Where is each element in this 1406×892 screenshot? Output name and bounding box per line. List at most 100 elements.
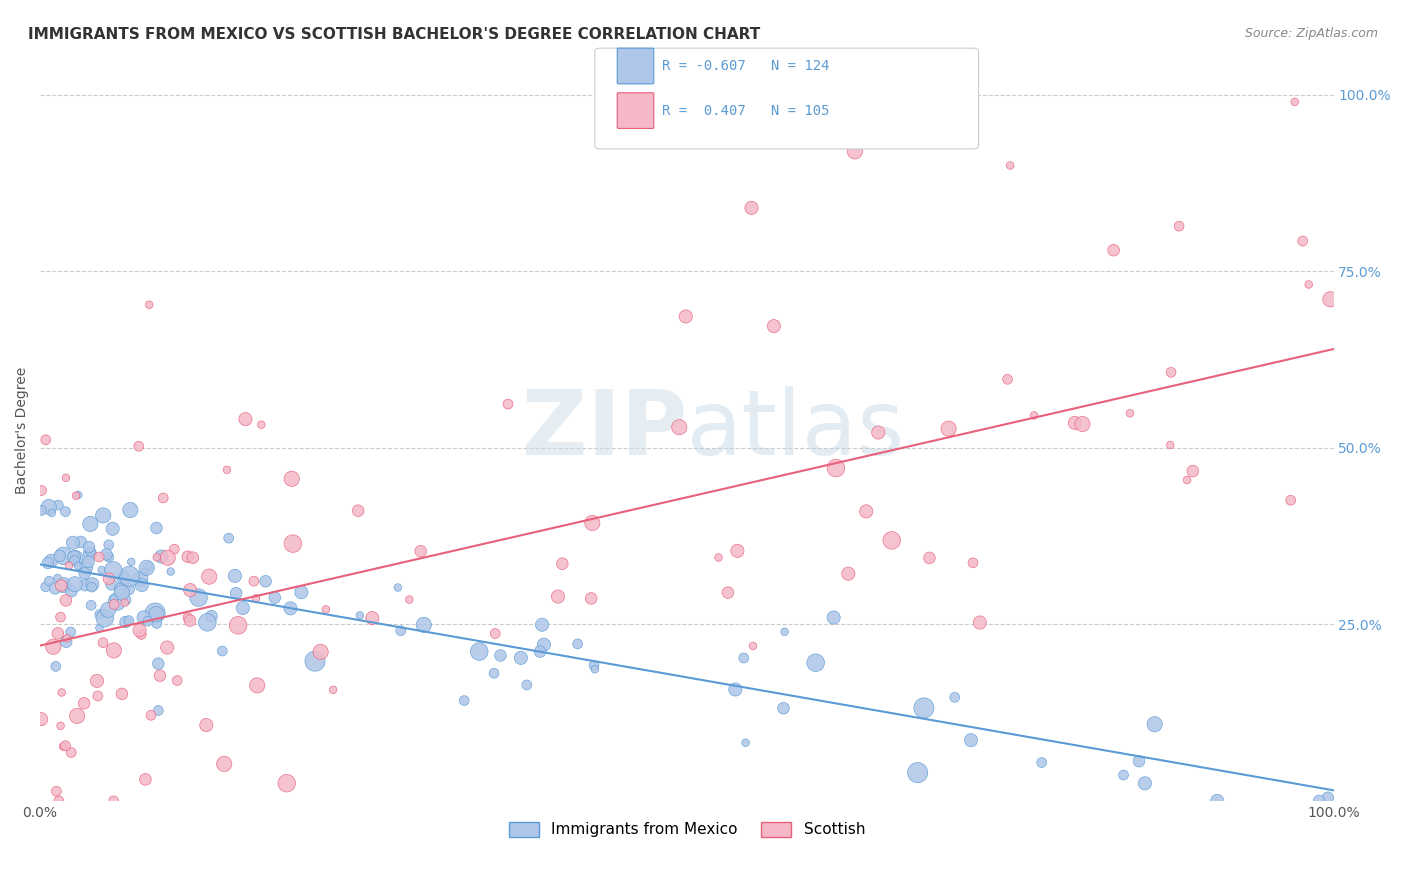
Point — [389, 624, 412, 638]
Point — [1284, 95, 1306, 109]
Point — [38, 500, 60, 514]
Point — [30, 712, 52, 726]
Point — [97, 538, 120, 552]
Text: ZIP: ZIP — [522, 386, 686, 475]
Point — [1119, 406, 1142, 420]
Text: R =  0.407   N = 105: R = 0.407 N = 105 — [662, 103, 830, 118]
Point — [49, 610, 72, 624]
Point — [1181, 464, 1204, 478]
Point — [65, 551, 87, 566]
Point — [63, 553, 86, 567]
Point — [740, 201, 762, 215]
Point — [91, 508, 114, 523]
Point — [276, 776, 298, 790]
Point — [67, 488, 90, 502]
Text: Source: ZipAtlas.com: Source: ZipAtlas.com — [1244, 27, 1378, 40]
Point — [118, 569, 141, 583]
Point — [55, 739, 77, 753]
Point — [75, 560, 97, 574]
Point — [211, 644, 233, 658]
Point — [962, 556, 984, 570]
Point — [482, 666, 505, 681]
Point — [148, 657, 170, 671]
Point — [1168, 219, 1191, 234]
Point — [56, 631, 79, 645]
Point — [772, 701, 794, 715]
Point — [1319, 293, 1341, 307]
Point — [38, 574, 60, 589]
Point — [45, 784, 67, 798]
Point — [67, 558, 90, 573]
Point — [103, 598, 125, 612]
Point — [163, 542, 186, 557]
Point — [177, 549, 200, 564]
Point — [114, 596, 136, 610]
Point — [361, 611, 384, 625]
Point — [131, 627, 153, 641]
Point — [96, 548, 118, 562]
Point — [63, 577, 86, 591]
Point — [35, 433, 58, 447]
Point — [146, 550, 169, 565]
Point — [46, 626, 69, 640]
Point — [198, 569, 221, 583]
Point — [129, 572, 152, 586]
Point — [73, 696, 96, 710]
Point — [218, 531, 240, 545]
Point — [77, 555, 100, 569]
Text: R = -0.607   N = 124: R = -0.607 N = 124 — [662, 59, 830, 73]
Point — [150, 549, 173, 564]
Point — [179, 614, 201, 628]
Point — [179, 583, 201, 598]
Point — [148, 704, 170, 718]
Point — [1112, 768, 1135, 782]
Point — [1133, 776, 1156, 790]
Point — [80, 580, 103, 594]
Point — [195, 718, 218, 732]
Point — [80, 599, 103, 613]
Point — [103, 563, 125, 577]
Point — [245, 591, 267, 606]
Point — [281, 472, 304, 486]
Point — [322, 682, 344, 697]
Point — [1143, 717, 1166, 731]
Point — [132, 610, 155, 624]
Point — [918, 550, 941, 565]
Point — [484, 626, 506, 640]
Point — [724, 682, 747, 697]
Point — [134, 772, 156, 787]
Point — [100, 577, 122, 591]
Point — [823, 610, 845, 624]
Point — [45, 659, 67, 673]
Point — [453, 693, 475, 707]
Point — [159, 565, 181, 579]
Point — [128, 439, 150, 453]
Point — [82, 577, 104, 591]
Point — [280, 601, 302, 615]
Point — [762, 319, 785, 334]
Point — [412, 618, 434, 632]
Point — [409, 544, 432, 558]
Y-axis label: Bachelor's Degree: Bachelor's Degree — [15, 367, 30, 494]
Point — [567, 637, 589, 651]
Point — [1175, 473, 1198, 487]
Point — [48, 794, 70, 808]
Point — [166, 673, 188, 688]
Point — [111, 687, 134, 701]
Point — [139, 708, 162, 723]
Point — [997, 372, 1019, 386]
Point — [79, 544, 101, 558]
Point — [804, 656, 827, 670]
Point — [120, 555, 142, 569]
Point — [960, 733, 983, 747]
Point — [91, 635, 114, 649]
Point — [675, 310, 697, 324]
Text: IMMIGRANTS FROM MEXICO VS SCOTTISH BACHELOR'S DEGREE CORRELATION CHART: IMMIGRANTS FROM MEXICO VS SCOTTISH BACHE… — [28, 27, 761, 42]
Point — [387, 581, 409, 595]
Point — [146, 616, 169, 631]
Point — [837, 566, 859, 581]
Point — [1316, 790, 1339, 805]
Point — [1292, 234, 1315, 248]
Point — [969, 615, 991, 630]
Point — [135, 561, 157, 575]
